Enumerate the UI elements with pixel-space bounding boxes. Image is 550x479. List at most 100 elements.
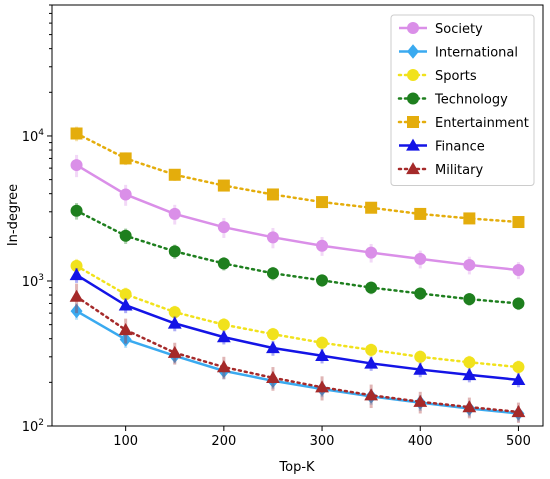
data-point: [365, 201, 378, 214]
data-point: [414, 350, 427, 363]
data-point: [70, 159, 83, 172]
data-point: [414, 252, 427, 265]
data-point: [413, 394, 428, 407]
data-point: [365, 281, 378, 294]
data-point: [266, 370, 280, 383]
series-line: [75, 209, 520, 305]
data-point: [266, 328, 279, 341]
legend-marker: [406, 162, 420, 175]
legend: Society International Sports Technology Ente…: [390, 14, 535, 186]
data-point: [167, 345, 182, 358]
data-point: [119, 288, 132, 301]
data-point: [316, 239, 329, 252]
x-tick-label: 200: [211, 434, 236, 449]
legend-label: Society: [435, 22, 483, 37]
series-line: [75, 295, 520, 414]
data-point: [512, 264, 525, 277]
series-society: [70, 154, 525, 280]
data-point: [316, 196, 329, 209]
series-sports: [70, 258, 525, 375]
data-point: [414, 287, 427, 300]
y-tick-label: 104: [22, 128, 45, 145]
data-point: [217, 318, 230, 331]
legend-label: Entertainment: [435, 116, 529, 131]
data-point: [512, 297, 525, 310]
data-point: [512, 216, 525, 229]
legend-label: Technology: [434, 93, 508, 108]
data-point: [462, 368, 477, 381]
data-point: [511, 405, 526, 418]
data-point: [69, 268, 84, 281]
data-point: [119, 188, 132, 201]
data-point: [168, 306, 181, 319]
data-point: [167, 316, 182, 329]
x-tick-label: 100: [113, 434, 138, 449]
data-point: [315, 380, 329, 393]
data-point: [70, 259, 83, 272]
legend-marker: [407, 92, 419, 105]
data-point: [119, 229, 132, 242]
series-finance: [69, 267, 526, 388]
x-tick-label: 500: [506, 434, 531, 449]
legend-entry: International: [399, 44, 518, 61]
legend-entry: Entertainment: [397, 116, 529, 131]
legend-entry: Military: [397, 162, 483, 178]
x-axis-label: Top-K: [278, 460, 315, 475]
legend-marker: [407, 44, 419, 59]
legend-entry: Society: [399, 22, 483, 37]
data-point: [168, 207, 181, 220]
data-point: [217, 179, 230, 192]
data-point: [216, 360, 231, 373]
data-point: [365, 246, 378, 259]
data-point: [413, 362, 428, 375]
series-line: [75, 163, 519, 272]
data-point: [266, 231, 279, 244]
series-line: [75, 264, 520, 369]
data-point: [463, 212, 476, 225]
data-point: [512, 361, 525, 374]
legend-label: Military: [435, 163, 483, 178]
legend-marker: [407, 22, 419, 34]
data-point: [70, 303, 83, 319]
legend-label: Finance: [435, 140, 485, 155]
data-point: [266, 267, 279, 280]
data-point: [216, 330, 231, 343]
series-line: [75, 310, 519, 415]
x-tick-label: 400: [408, 434, 433, 449]
data-point: [217, 257, 230, 270]
data-point: [118, 298, 133, 311]
data-point: [365, 343, 378, 356]
legend-label: International: [435, 46, 518, 61]
y-tick-label: 102: [22, 418, 44, 435]
data-point: [315, 348, 329, 361]
data-point: [70, 127, 83, 140]
data-point: [364, 356, 379, 369]
data-point: [119, 152, 132, 165]
data-point: [69, 289, 84, 302]
series-line: [75, 132, 520, 224]
y-tick-label: 103: [22, 273, 44, 290]
legend-marker: [406, 138, 420, 151]
series-military: [69, 283, 526, 423]
legend-marker: [407, 69, 419, 81]
legend-label: Sports: [435, 69, 477, 84]
legend-entry: Finance: [399, 138, 485, 155]
data-point: [217, 221, 230, 234]
data-point: [168, 245, 181, 258]
y-axis-label: In-degree: [6, 184, 21, 246]
data-point: [364, 388, 379, 401]
series-line: [75, 273, 519, 382]
data-point: [316, 336, 329, 349]
data-point: [266, 341, 280, 354]
data-point: [463, 356, 476, 369]
data-point: [70, 204, 83, 217]
data-point: [414, 207, 427, 220]
data-point: [316, 274, 329, 287]
legend-entry: Technology: [397, 92, 508, 108]
data-point: [266, 188, 279, 201]
legend-entry: Sports: [397, 69, 477, 84]
data-point: [463, 293, 476, 306]
series-technology: [70, 202, 525, 311]
data-point: [119, 332, 132, 347]
